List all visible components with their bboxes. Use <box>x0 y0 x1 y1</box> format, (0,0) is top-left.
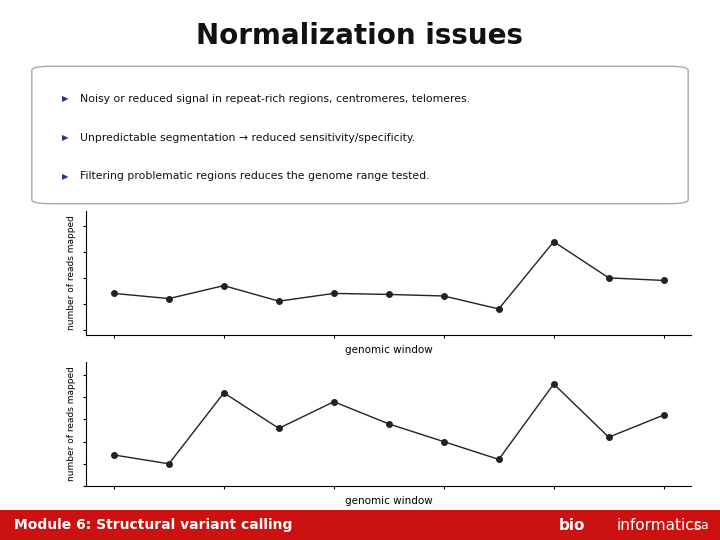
Text: ▶: ▶ <box>61 94 68 103</box>
Text: bio: bio <box>558 518 585 532</box>
Text: Normalization issues: Normalization issues <box>197 22 523 50</box>
Y-axis label: number of reads mapped: number of reads mapped <box>67 215 76 330</box>
Text: Unpredictable segmentation → reduced sensitivity/specificity.: Unpredictable segmentation → reduced sen… <box>80 133 415 143</box>
Text: Module 6: Structural variant calling: Module 6: Structural variant calling <box>14 518 293 532</box>
Text: Filtering problematic regions reduces the genome range tested.: Filtering problematic regions reduces th… <box>80 172 430 181</box>
FancyBboxPatch shape <box>32 66 688 204</box>
Text: Noisy or reduced signal in repeat-rich regions, centromeres, telomeres.: Noisy or reduced signal in repeat-rich r… <box>80 94 470 104</box>
Text: ▶: ▶ <box>61 172 68 181</box>
Text: ▶: ▶ <box>61 133 68 142</box>
X-axis label: genomic window: genomic window <box>345 345 433 355</box>
Text: .ca: .ca <box>690 518 709 532</box>
Text: informatics: informatics <box>617 518 703 532</box>
X-axis label: genomic window: genomic window <box>345 496 433 507</box>
Y-axis label: number of reads mapped: number of reads mapped <box>67 367 76 481</box>
